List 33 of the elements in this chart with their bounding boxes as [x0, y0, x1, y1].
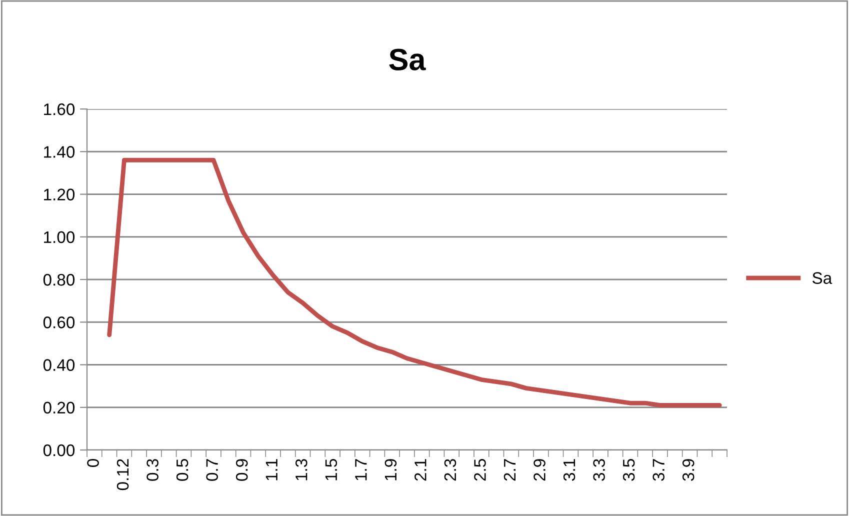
x-tick-label: 0 — [87, 458, 99, 467]
y-tick-label: 1.20 — [44, 188, 75, 200]
x-tick-label: 2.9 — [534, 459, 546, 481]
x-tick-label: 2.1 — [414, 459, 426, 481]
x-tick-label: 0.7 — [206, 459, 218, 481]
y-tick-label: 0.00 — [43, 444, 75, 456]
x-tick-label: 1.9 — [384, 459, 397, 480]
y-tick-label: 0.40 — [43, 359, 75, 371]
y-tick-label: 0.20 — [43, 402, 75, 414]
x-tick-label: 3.1 — [563, 459, 576, 481]
y-tick-label: 0.80 — [43, 274, 75, 286]
x-tick-label: 0.9 — [236, 459, 248, 481]
x-tick-label: 1.1 — [266, 459, 278, 480]
x-tick-label: 2.5 — [474, 459, 486, 481]
x-tick-label: 3.7 — [652, 459, 664, 481]
x-tick-label: 2.7 — [504, 459, 516, 481]
x-tick-label: 0.12 — [116, 459, 129, 490]
legend-label: Sa — [812, 272, 832, 284]
x-tick-label: 3.3 — [593, 459, 605, 481]
x-tick-label: 0.5 — [176, 459, 188, 481]
x-tick-label: 1.3 — [295, 459, 308, 480]
x-tick-label: 2.3 — [444, 459, 456, 481]
x-tick-label: 1.7 — [355, 459, 367, 480]
y-tick-label: 1.60 — [44, 103, 75, 116]
y-tick-label: 1.00 — [44, 231, 75, 244]
x-tick-label: 3.9 — [682, 459, 694, 481]
line-series — [107, 158, 722, 408]
x-tick-label: 1.5 — [325, 459, 338, 480]
y-tick-label: 1.40 — [44, 146, 75, 158]
chart-title: Sa — [389, 48, 426, 70]
x-tick-label: 3.5 — [622, 459, 635, 481]
y-tick-label: 0.60 — [43, 316, 75, 328]
x-tick-label: 0.3 — [146, 459, 158, 481]
